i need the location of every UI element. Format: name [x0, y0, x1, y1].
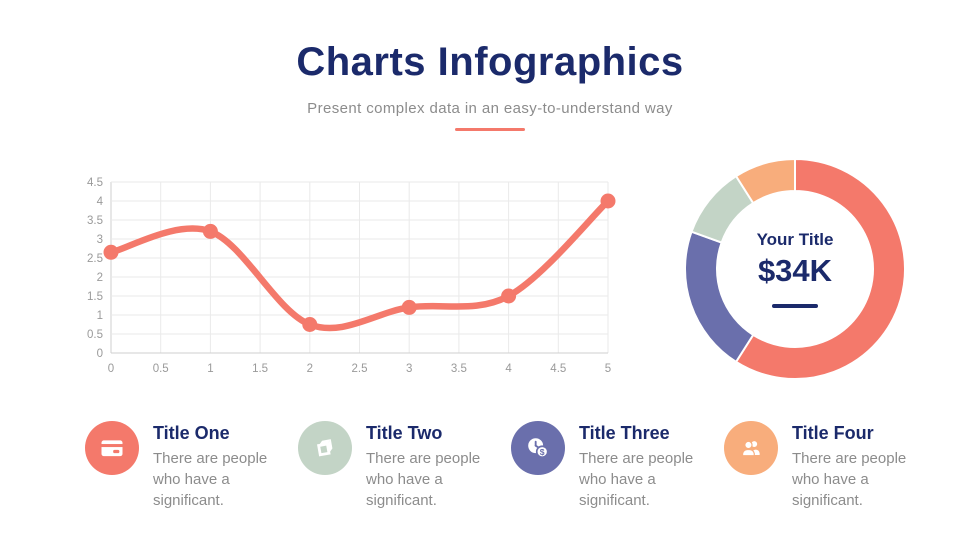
- svg-text:1.5: 1.5: [87, 291, 103, 303]
- svg-text:$: $: [540, 447, 545, 457]
- feature-text: Title One There are people who have a si…: [153, 421, 285, 511]
- svg-text:4: 4: [97, 196, 104, 208]
- svg-text:4: 4: [505, 363, 512, 375]
- svg-text:2.5: 2.5: [87, 253, 103, 265]
- svg-text:3.5: 3.5: [451, 363, 467, 375]
- svg-text:1: 1: [207, 363, 213, 375]
- page-subtitle: Present complex data in an easy-to-under…: [307, 100, 673, 117]
- feature-icon-circle: [724, 421, 778, 475]
- line-chart: 0 0.5 1 1.5 2 2.5 3 3.5 4 4.5 5 0 0.5 1 1.5 2 2.5 3 3.5 4 4.…: [87, 177, 616, 375]
- svg-text:0: 0: [108, 363, 114, 375]
- feature-description: There are people who have a significant.: [153, 450, 268, 509]
- svg-text:1.5: 1.5: [252, 363, 268, 375]
- svg-text:3: 3: [406, 363, 412, 375]
- svg-text:0: 0: [97, 348, 103, 360]
- svg-text:5: 5: [605, 363, 611, 375]
- svg-text:2: 2: [97, 272, 103, 284]
- feature-description: There are people who have a significant.: [579, 450, 694, 509]
- donut-segment-orange: [735, 158, 796, 205]
- feature-icon-circle: [298, 421, 352, 475]
- feature-icon-circle: $: [511, 421, 565, 475]
- title-divider: [455, 128, 525, 131]
- cube-icon: [317, 439, 333, 457]
- feature-description: There are people who have a significant.: [366, 450, 481, 509]
- feature-description: There are people who have a significant.: [792, 450, 907, 509]
- svg-text:0.5: 0.5: [87, 329, 103, 341]
- feature-item-one: Title One There are people who have a si…: [85, 421, 298, 511]
- donut-segment-coral: [735, 158, 906, 380]
- feature-title: Title One: [153, 423, 230, 443]
- time-money-icon: $: [528, 438, 549, 459]
- svg-text:4.5: 4.5: [550, 363, 566, 375]
- feature-title: Title Two: [366, 423, 443, 443]
- users-icon: [742, 440, 760, 457]
- svg-text:2: 2: [307, 363, 313, 375]
- feature-title: Title Four: [792, 423, 874, 443]
- svg-text:0.5: 0.5: [153, 363, 169, 375]
- feature-item-two: Title Two There are people who have a si…: [298, 421, 511, 511]
- feature-item-four: Title Four There are people who have a s…: [724, 421, 937, 511]
- svg-text:1: 1: [97, 310, 103, 322]
- credit-card-icon: [101, 440, 123, 457]
- svg-text:2.5: 2.5: [352, 363, 368, 375]
- feature-text: Title Two There are people who have a si…: [366, 421, 498, 511]
- page-title: Charts Infographics: [296, 40, 684, 84]
- svg-text:4.5: 4.5: [87, 177, 103, 189]
- feature-text: Title Four There are people who have a s…: [792, 421, 924, 511]
- feature-title: Title Three: [579, 423, 670, 443]
- donut-chart: [684, 158, 906, 380]
- svg-text:3.5: 3.5: [87, 215, 103, 227]
- feature-item-three: $ Title Three There are people who have …: [511, 421, 724, 511]
- features-row: Title One There are people who have a si…: [85, 421, 937, 511]
- svg-text:3: 3: [97, 234, 103, 246]
- feature-text: Title Three There are people who have a …: [579, 421, 711, 511]
- donut-segment-purple: [684, 230, 755, 363]
- feature-icon-circle: [85, 421, 139, 475]
